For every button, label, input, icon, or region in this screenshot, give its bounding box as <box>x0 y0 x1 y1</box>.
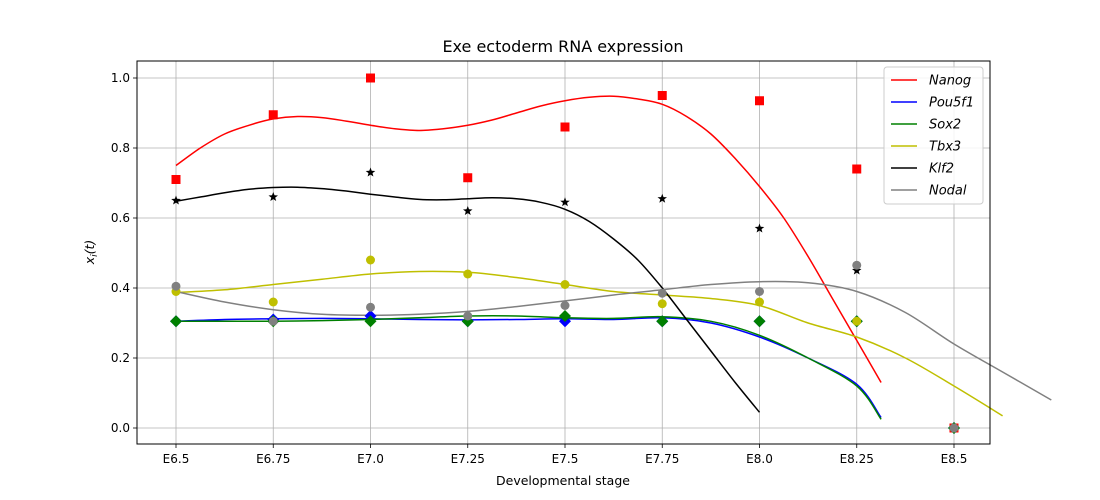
x-tick-label: E7.75 <box>645 452 679 466</box>
data-point-klf2 <box>754 223 765 233</box>
data-point-nanog <box>852 164 862 174</box>
data-points <box>170 73 960 434</box>
data-point-nanog <box>657 91 667 100</box>
data-point-tbx3 <box>366 255 375 265</box>
data-point-nodal <box>949 423 959 433</box>
data-point-nodal <box>657 288 667 298</box>
x-tick-label: E6.75 <box>256 452 290 466</box>
fit-line-sox2 <box>175 315 882 420</box>
fit-line-klf2 <box>175 186 761 413</box>
x-tick-label: E7.0 <box>357 452 384 466</box>
data-point-tbx3 <box>560 280 570 289</box>
x-tick-label: E7.25 <box>451 452 485 466</box>
legend: Nanog Pou5f1 Sox2 Tbx3 Klf2 Nodal <box>883 66 984 205</box>
data-point-sox2 <box>656 315 669 328</box>
data-point-tbx3 <box>755 297 764 307</box>
y-axis-label-tail: (t) <box>82 240 97 255</box>
data-point-klf2 <box>268 192 278 201</box>
y-tick-label: 0.4 <box>111 281 130 295</box>
legend-label-nanog: Nanog <box>929 74 971 89</box>
legend-label-nodal: Nodal <box>929 184 967 199</box>
data-point-nanog <box>755 96 764 106</box>
x-axis-ticks: E6.5 E6.75 E7.0 E7.25 E7.5 E7.75 E8.0 E8.25 E8.5 <box>163 444 968 466</box>
legend-label-tbx3: Tbx3 <box>929 140 961 155</box>
data-point-nanog <box>171 175 181 184</box>
x-tick-label: E8.25 <box>840 452 874 466</box>
data-point-tbx3 <box>463 269 473 279</box>
data-point-klf2 <box>560 197 570 207</box>
data-point-nanog <box>463 173 473 183</box>
y-tick-label: 0.6 <box>111 211 130 225</box>
chart-title: Exe ectoderm RNA expression <box>442 37 683 56</box>
data-point-klf2 <box>171 195 181 205</box>
y-tick-label: 0.0 <box>111 421 130 435</box>
y-tick-label: 0.2 <box>111 351 130 365</box>
data-point-nanog <box>268 110 278 120</box>
data-point-nanog <box>366 73 375 83</box>
data-point-nodal <box>268 316 278 326</box>
x-tick-label: E6.5 <box>163 452 190 466</box>
data-point-sox2 <box>559 310 571 322</box>
data-point-klf2 <box>463 206 473 215</box>
data-point-klf2 <box>657 193 667 203</box>
x-tick-label: E8.5 <box>941 452 968 466</box>
data-point-nodal <box>755 287 764 296</box>
legend-label-klf2: Klf2 <box>929 162 954 177</box>
fit-line-tbx3 <box>175 270 1003 417</box>
x-tick-label: E8.0 <box>746 452 773 466</box>
y-axis-label: xi(t) <box>82 240 100 266</box>
y-axis-ticks: 0.0 0.2 0.4 0.6 0.8 1.0 <box>111 71 137 435</box>
data-point-nodal <box>171 281 181 291</box>
legend-label-pou5f1: Pou5f1 <box>929 96 974 111</box>
y-tick-label: 0.8 <box>111 141 130 155</box>
data-point-klf2 <box>365 167 376 177</box>
y-tick-label: 1.0 <box>111 71 130 85</box>
legend-label-sox2: Sox2 <box>929 118 961 133</box>
fit-line-nanog <box>175 95 882 383</box>
data-point-sox2 <box>170 315 182 328</box>
data-point-tbx3 <box>268 297 278 307</box>
data-point-nodal <box>463 311 473 321</box>
data-point-nodal <box>560 301 570 310</box>
x-axis-label: Developmental stage <box>496 473 630 488</box>
y-axis-label-main: x <box>82 256 97 265</box>
data-point-tbx3 <box>657 299 667 309</box>
data-point-nanog <box>560 122 570 132</box>
data-point-klf2 <box>852 265 862 275</box>
fitted-curves <box>175 95 1052 420</box>
data-point-nodal <box>366 302 375 312</box>
fit-line-nodal <box>175 280 1052 401</box>
data-point-nodal <box>852 260 862 270</box>
data-point-sox2 <box>364 315 377 328</box>
plot-area-frame <box>136 60 991 445</box>
data-point-tbx3 <box>852 316 862 326</box>
x-tick-label: E7.5 <box>552 452 579 466</box>
data-point-sox2 <box>753 315 766 328</box>
fit-line-pou5f1 <box>175 316 882 418</box>
y-axis-label-sub: i <box>90 254 100 257</box>
